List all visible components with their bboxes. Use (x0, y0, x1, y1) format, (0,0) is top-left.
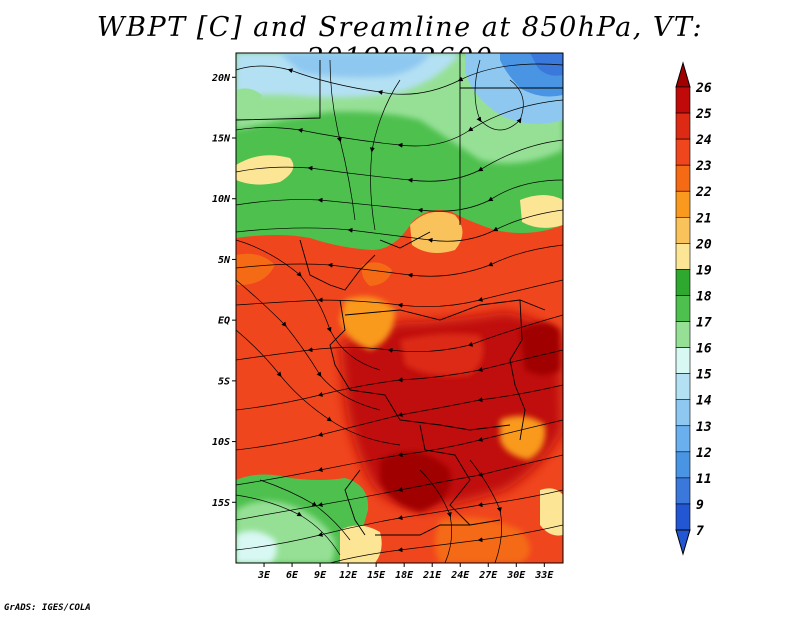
colorbar-swatch (675, 216, 691, 244)
region-yellow-19s (340, 525, 382, 563)
lon-tick-label: 3E (257, 570, 271, 581)
wbpt-shading (236, 53, 563, 563)
region-yellow-19se (540, 488, 563, 536)
region-red-26b (520, 322, 560, 375)
colorbar-label: 19 (696, 263, 712, 278)
colorbar-label: 25 (695, 107, 712, 122)
map-frame (235, 52, 564, 564)
map-axes: 20N 15N 10N 5N EQ 5S 10S 15S 3E 6E 9E 12E 15E 18E 21E 2… (211, 73, 554, 581)
colorbar-top-arrow (675, 61, 691, 88)
lat-tick-label: 20N (211, 73, 231, 84)
region-cyan-15s (236, 531, 277, 563)
lon-tick-label: 24E (450, 570, 470, 581)
colorbar-label: 14 (696, 394, 712, 409)
colorbar-label: 12 (696, 446, 712, 461)
region-lightgreen-west (236, 88, 262, 118)
colorbar-swatch (675, 399, 691, 427)
lat-tick-label: 10S (212, 437, 230, 448)
colorbar-swatch (675, 373, 691, 401)
colorbar-bottom-arrow (675, 529, 691, 556)
colorbar-label: 21 (695, 211, 712, 226)
lon-tick-label: 12E (339, 570, 358, 581)
colorbar-label: 17 (696, 316, 712, 331)
colorbar-swatch (675, 295, 691, 322)
region-orange-22w (236, 253, 275, 285)
lon-tick-label: 30E (506, 570, 526, 581)
colorbar-label: 9 (696, 498, 704, 513)
colorbar-label: 22 (695, 185, 712, 200)
colorbar-swatch (675, 164, 691, 192)
colorbar-label: 16 (696, 342, 712, 357)
lon-tick-label: 6E (286, 570, 299, 581)
colorbar-swatch (675, 112, 691, 140)
region-orange-21a (340, 296, 395, 350)
colorbar-label: 7 (696, 524, 704, 539)
lon-tick-label: 27E (478, 570, 498, 581)
lon-tick-label: 18E (395, 570, 414, 581)
colorbar: 26 25 24 23 22 21 20 19 18 17 16 15 14 13 12 11 9 7 (675, 61, 712, 556)
colorbar-swatch (675, 451, 691, 479)
colorbar-swatch (675, 190, 691, 218)
colorbar-label: 13 (696, 420, 712, 435)
colorbar-swatch (675, 503, 691, 531)
lon-tick-label: 33E (534, 570, 554, 581)
colorbar-label: 26 (695, 81, 712, 96)
colorbar-label: 15 (696, 368, 712, 383)
lat-tick-label: 15S (212, 498, 230, 509)
colorbar-swatch (675, 477, 691, 505)
colorbar-swatch (675, 243, 691, 270)
colorbar-label: 24 (695, 133, 712, 148)
colorbar-swatch (675, 321, 691, 348)
region-yellow-19a (236, 155, 294, 185)
lon-tick-label: 15E (367, 570, 386, 581)
lon-tick-label: 21E (422, 570, 442, 581)
colorbar-label: 11 (696, 472, 712, 487)
lat-tick-label: 15N (212, 134, 231, 145)
lat-tick-label: 5S (218, 376, 230, 387)
colorbar-swatch (675, 347, 691, 374)
colorbar-swatch (675, 425, 691, 453)
lat-tick-label: 10N (212, 194, 231, 205)
lat-tick-label: 5N (218, 255, 231, 266)
lat-tick-label: EQ (218, 316, 230, 327)
colorbar-swatch (675, 86, 691, 114)
colorbar-label: 18 (696, 289, 712, 304)
colorbar-swatch (675, 269, 691, 296)
colorbar-swatch (675, 138, 691, 166)
region-yellow-19b (520, 195, 563, 228)
grads-credit: GrADS: IGES/COLA (4, 603, 91, 613)
lon-tick-label: 9E (314, 570, 327, 581)
colorbar-label: 23 (695, 159, 712, 174)
streamlines (236, 59, 563, 563)
colorbar-label: 20 (695, 237, 712, 252)
